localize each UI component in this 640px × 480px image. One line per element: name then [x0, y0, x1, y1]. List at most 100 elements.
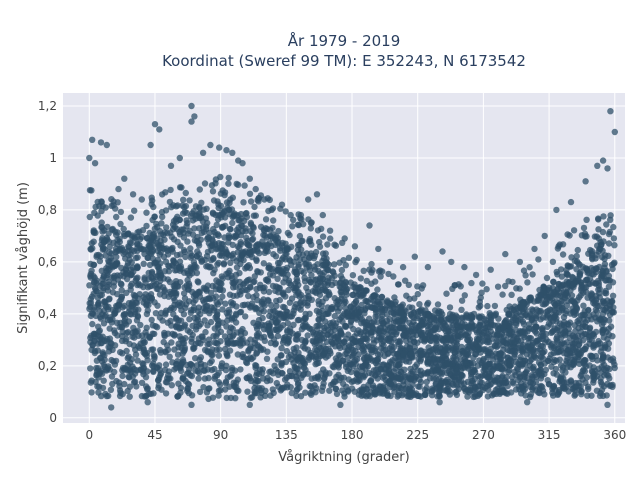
data-point: [521, 357, 528, 364]
data-point: [254, 246, 261, 253]
data-point: [123, 275, 131, 283]
data-point: [253, 389, 260, 397]
data-point: [244, 237, 251, 245]
data-point: [229, 219, 236, 227]
data-point: [236, 309, 244, 316]
data-point: [164, 346, 172, 354]
data-point: [441, 387, 448, 394]
data-point: [89, 136, 96, 143]
data-point: [434, 301, 442, 308]
data-point: [383, 317, 391, 324]
data-point: [233, 264, 241, 271]
data-point: [124, 355, 131, 362]
data-point: [609, 279, 617, 286]
data-point: [582, 346, 589, 353]
data-point: [223, 147, 230, 154]
data-point: [345, 376, 352, 383]
data-point: [382, 365, 389, 373]
data-point: [374, 286, 381, 293]
data-point: [306, 267, 313, 274]
data-point: [213, 299, 220, 306]
data-point: [605, 283, 613, 290]
data-point: [409, 370, 416, 378]
data-point: [391, 383, 398, 390]
data-point: [116, 238, 124, 246]
data-point: [119, 372, 126, 380]
data-point: [578, 371, 585, 378]
data-point: [302, 338, 309, 345]
data-point: [605, 340, 613, 347]
data-point: [550, 299, 558, 307]
data-point: [117, 208, 125, 216]
data-point: [296, 232, 304, 240]
data-point: [98, 267, 106, 274]
data-point: [143, 310, 151, 318]
data-point: [580, 224, 588, 232]
data-point: [403, 292, 410, 299]
data-point: [273, 302, 280, 310]
data-point: [411, 363, 419, 370]
data-point: [603, 268, 610, 275]
data-point: [453, 321, 460, 328]
data-point: [123, 289, 130, 297]
data-point: [493, 360, 501, 368]
data-point: [232, 395, 239, 402]
data-point: [342, 262, 349, 269]
data-point: [291, 304, 298, 311]
data-point: [227, 373, 234, 380]
data-point: [453, 341, 461, 348]
data-point: [126, 256, 133, 264]
data-point: [158, 231, 165, 238]
data-point: [104, 287, 112, 294]
data-point: [112, 357, 120, 365]
data-point: [237, 255, 245, 263]
data-point: [171, 332, 178, 339]
data-point: [314, 227, 322, 234]
data-point: [411, 253, 418, 260]
data-point: [150, 368, 157, 375]
data-point: [201, 367, 208, 374]
data-point: [251, 273, 258, 280]
data-point: [104, 335, 111, 343]
data-point: [203, 226, 210, 233]
data-point: [600, 213, 607, 220]
data-point: [443, 290, 450, 297]
data-point: [307, 225, 314, 232]
data-point: [188, 118, 195, 125]
data-point: [149, 275, 156, 282]
data-point: [245, 292, 252, 300]
data-point: [203, 287, 210, 294]
data-point: [141, 274, 148, 281]
data-point: [508, 312, 516, 319]
data-point: [193, 291, 200, 298]
data-point: [244, 263, 251, 270]
data-point: [184, 385, 192, 392]
data-point: [198, 333, 205, 340]
data-point: [188, 335, 195, 342]
y-tick-label: 0,2: [38, 359, 57, 373]
data-point: [563, 339, 571, 346]
data-point: [423, 311, 430, 318]
data-point: [166, 198, 174, 206]
data-point: [209, 210, 217, 217]
data-point: [425, 329, 432, 336]
data-point: [228, 314, 236, 321]
data-point: [137, 321, 144, 329]
data-point: [169, 359, 176, 366]
data-point: [302, 389, 309, 396]
data-point: [223, 394, 230, 402]
data-point: [228, 252, 235, 259]
data-point: [387, 372, 395, 379]
data-point: [316, 238, 323, 246]
data-point: [541, 391, 548, 398]
data-point: [441, 348, 449, 355]
data-point: [290, 310, 297, 317]
data-point: [130, 342, 137, 349]
data-point: [187, 372, 194, 379]
data-point: [605, 240, 613, 247]
data-point: [88, 377, 95, 384]
data-point: [558, 322, 566, 329]
data-point: [226, 333, 234, 340]
data-point: [314, 355, 322, 362]
data-point: [411, 344, 419, 351]
